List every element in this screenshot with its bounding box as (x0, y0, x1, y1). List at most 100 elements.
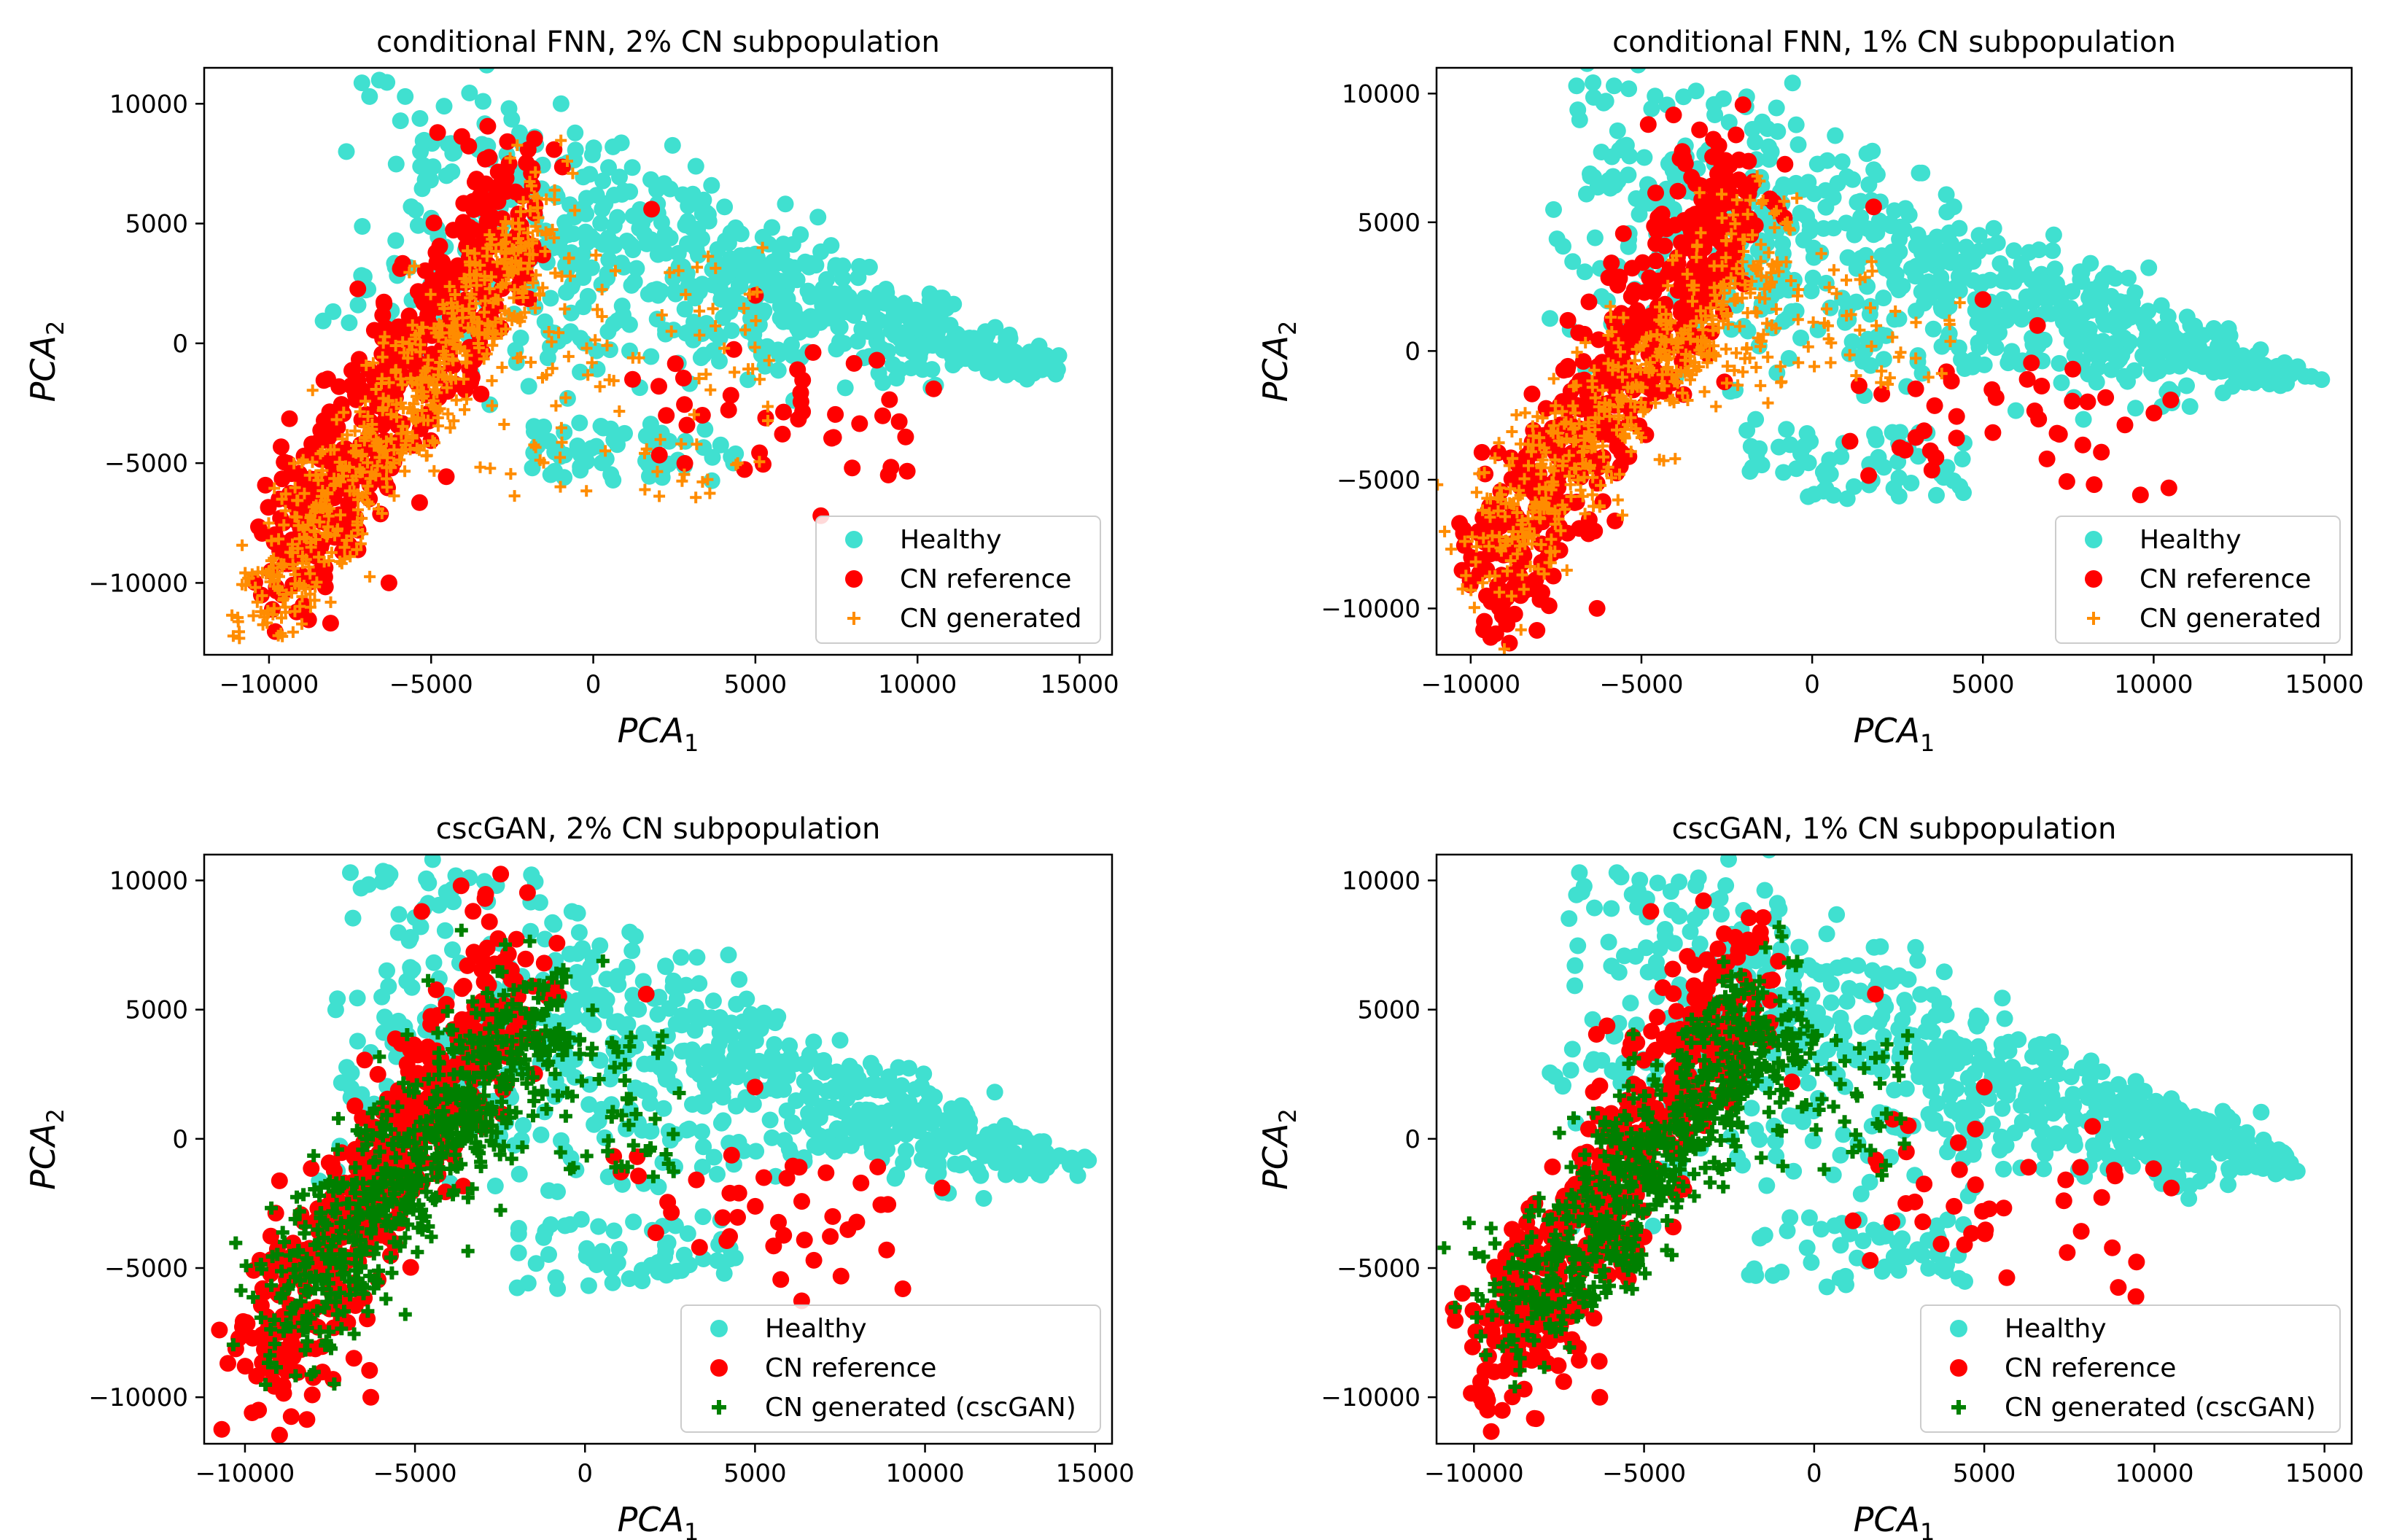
cn-generated-point (407, 403, 419, 416)
healthy-point (605, 1222, 623, 1240)
healthy-point (1787, 460, 1805, 478)
cn-generated-point (1792, 284, 1805, 296)
cn-generated-point (710, 320, 722, 332)
healthy-point (609, 968, 626, 985)
healthy-point (670, 979, 688, 995)
cn-reference-point (1711, 265, 1729, 282)
healthy-point (344, 909, 362, 927)
cn-generated-point (548, 232, 560, 244)
healthy-point (984, 1136, 1002, 1154)
cn-reference-point (345, 1350, 362, 1367)
healthy-point (711, 352, 728, 370)
healthy-point (2177, 334, 2194, 351)
cn-generated-point (665, 325, 677, 338)
cn-generated-point (554, 481, 567, 493)
cn-reference-point (402, 1041, 419, 1059)
cn-generated-point (1710, 400, 1722, 413)
axes-frame (1435, 66, 2353, 656)
healthy-point (569, 438, 586, 454)
cn-reference-point (774, 425, 791, 443)
cn-generated-point (1612, 361, 1625, 373)
cn-generated-point (693, 305, 706, 317)
y-axis-label: PCA2 (1256, 321, 1302, 402)
cn-generated-point (1661, 323, 1674, 335)
cn-generated-point (1679, 366, 1691, 378)
cn-generated-point (1506, 533, 1518, 545)
healthy-point (1026, 1136, 1044, 1154)
healthy-point (711, 1035, 728, 1051)
cn-reference-point (478, 939, 496, 957)
healthy-point (1609, 122, 1626, 139)
cn-generated-point (1720, 377, 1733, 389)
healthy-point (420, 874, 438, 892)
cn-generated-point (1577, 458, 1589, 470)
cn-generated-point (1533, 502, 1545, 514)
healthy-point (2122, 308, 2140, 326)
cn-generated-point (1602, 357, 1614, 370)
healthy-point (542, 466, 559, 483)
healthy-point (591, 937, 609, 954)
cn-generated-point (1771, 205, 1782, 217)
healthy-point (2051, 354, 2068, 372)
cn-generated-point (1776, 376, 1788, 388)
healthy-point (519, 1275, 537, 1292)
cn-generated-point (1628, 360, 1641, 373)
healthy-point (403, 198, 420, 215)
healthy-point (831, 319, 849, 336)
healthy-point (2121, 333, 2139, 351)
cn-generated-point (563, 252, 575, 264)
cn-generated-point (381, 462, 393, 474)
cn-reference-point (319, 452, 337, 470)
healthy-point (1720, 114, 1738, 131)
cn-generated-point (654, 433, 666, 446)
healthy-point (640, 1085, 658, 1102)
cn-generated-point (294, 578, 306, 589)
cn-reference-point (2051, 426, 2068, 443)
cn-generated-point (1470, 486, 1482, 499)
cn-generated-point (549, 267, 561, 279)
healthy-point (590, 1218, 607, 1235)
cn-generated-point (478, 306, 491, 319)
healthy-point (893, 1077, 910, 1094)
healthy-point (769, 362, 787, 379)
healthy-point (687, 158, 704, 175)
cn-generated-point (1682, 394, 1694, 406)
healthy-point (1781, 178, 1798, 195)
healthy-point (1576, 263, 1593, 281)
healthy-point (425, 954, 443, 971)
cn-generated-point (1516, 514, 1528, 526)
cn-generated-point (468, 311, 481, 323)
cn-generated-point (763, 354, 775, 367)
cn-reference-point (2074, 436, 2091, 454)
cn-generated-point (601, 339, 613, 351)
healthy-point (1816, 182, 1834, 199)
chart-title: conditional FNN, 2% CN subpopulation (376, 26, 940, 59)
plot-area (226, 68, 1068, 645)
cn-generated-point (591, 303, 604, 316)
cn-generated-point (1870, 319, 1883, 332)
cn-generated-point (288, 457, 300, 470)
healthy-point (777, 195, 794, 213)
healthy-point (700, 1087, 718, 1105)
cn-generated-point (420, 450, 432, 462)
cn-generated-point (438, 357, 451, 370)
cn-generated-point (497, 222, 509, 234)
cn-generated-point (378, 330, 391, 343)
cn-generated-point (1704, 302, 1717, 314)
cn-reference-point (1740, 152, 1757, 170)
cn-generated-point (247, 610, 260, 622)
cn-generated-point (1750, 361, 1763, 373)
cn-generated-point (1524, 560, 1536, 572)
healthy-point (715, 1112, 732, 1129)
healthy-point (558, 284, 575, 301)
healthy-point (884, 356, 901, 373)
cn-generated-point (427, 394, 440, 407)
cn-reference-point (425, 214, 443, 232)
healthy-point (343, 1064, 360, 1081)
healthy-point (624, 987, 642, 1004)
cn-generated-point (1741, 208, 1754, 220)
cn-generated-point (525, 356, 537, 368)
cn-generated-point (1634, 364, 1647, 376)
cn-generated-point (1598, 405, 1611, 418)
healthy-point (2037, 290, 2054, 308)
